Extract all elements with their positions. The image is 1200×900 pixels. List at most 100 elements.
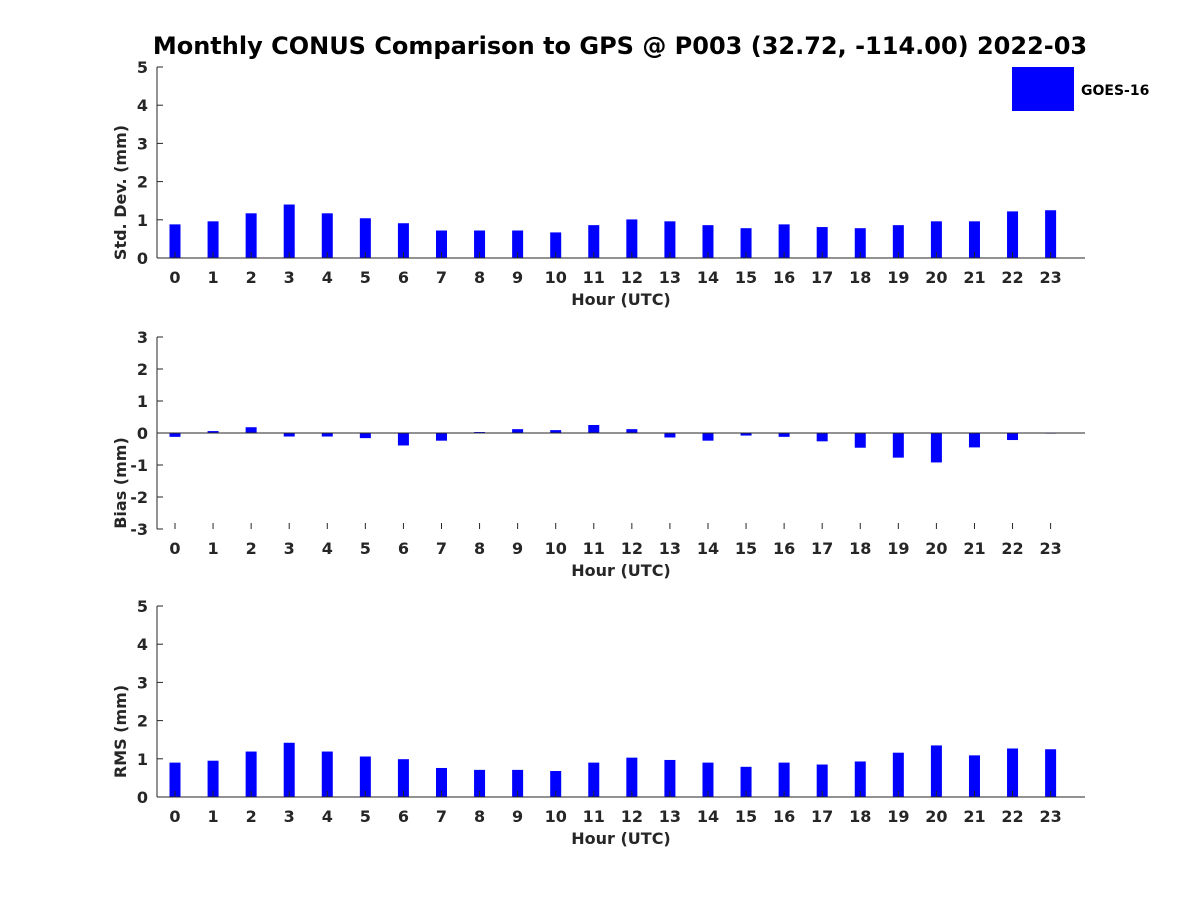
bar-stddev-hour-15 xyxy=(740,228,752,258)
y-tick-label-bias: 1 xyxy=(137,392,148,411)
bar-bias-hour-12 xyxy=(626,429,638,433)
chart-title: Monthly CONUS Comparison to GPS @ P003 (… xyxy=(153,32,1087,60)
bar-stddev-hour-19 xyxy=(892,225,904,258)
y-tick-label-stddev: 2 xyxy=(137,173,148,192)
y-tick-label-stddev: 5 xyxy=(137,58,148,77)
x-tick-label-bias: 4 xyxy=(322,539,333,558)
y-tick-label-rms: 5 xyxy=(137,597,148,616)
bar-stddev-hour-20 xyxy=(930,221,942,258)
x-tick-label-bias: 15 xyxy=(735,539,757,558)
x-tick-label-rms: 17 xyxy=(811,807,833,826)
bar-rms-hour-3 xyxy=(283,742,295,797)
x-tick-label-rms: 10 xyxy=(545,807,567,826)
bar-stddev-hour-8 xyxy=(474,230,486,258)
x-tick-label-bias: 17 xyxy=(811,539,833,558)
bar-rms-hour-12 xyxy=(626,757,638,797)
x-tick-label-stddev: 3 xyxy=(284,268,295,287)
y-tick-label-rms: 2 xyxy=(137,712,148,731)
x-tick-label-stddev: 19 xyxy=(887,268,909,287)
x-axis-label-stddev: Hour (UTC) xyxy=(571,290,671,309)
bar-bias-hour-9 xyxy=(512,429,524,433)
bar-stddev-hour-17 xyxy=(816,227,828,258)
x-tick-label-rms: 14 xyxy=(697,807,719,826)
bar-stddev-hour-0 xyxy=(169,224,181,258)
bar-bias-hour-5 xyxy=(359,433,371,439)
y-tick-label-stddev: 3 xyxy=(137,134,148,153)
y-tick-label-bias: 0 xyxy=(137,424,148,443)
bar-rms-hour-1 xyxy=(207,760,219,797)
x-tick-label-bias: 5 xyxy=(360,539,371,558)
x-tick-label-rms: 6 xyxy=(398,807,409,826)
bar-rms-hour-22 xyxy=(1007,748,1019,797)
x-tick-label-stddev: 6 xyxy=(398,268,409,287)
x-tick-label-rms: 11 xyxy=(583,807,605,826)
bar-rms-hour-14 xyxy=(702,762,714,797)
bar-bias-hour-0 xyxy=(169,433,181,437)
x-tick-label-bias: 9 xyxy=(512,539,523,558)
x-tick-label-rms: 9 xyxy=(512,807,523,826)
x-tick-label-stddev: 4 xyxy=(322,268,333,287)
bar-stddev-hour-14 xyxy=(702,225,714,258)
bar-bias-hour-11 xyxy=(588,425,600,433)
bar-stddev-hour-3 xyxy=(283,204,295,258)
bar-bias-hour-22 xyxy=(1007,433,1019,441)
bar-stddev-hour-6 xyxy=(397,223,409,258)
bar-rms-hour-10 xyxy=(550,771,562,797)
x-tick-label-bias: 19 xyxy=(887,539,909,558)
x-tick-label-rms: 18 xyxy=(849,807,871,826)
x-tick-label-bias: 14 xyxy=(697,539,719,558)
x-tick-label-bias: 16 xyxy=(773,539,795,558)
x-tick-label-rms: 16 xyxy=(773,807,795,826)
bar-rms-hour-19 xyxy=(892,752,904,797)
bar-stddev-hour-12 xyxy=(626,219,638,258)
y-axis-label-rms: RMS (mm) xyxy=(111,685,130,778)
y-tick-label-rms: 3 xyxy=(137,673,148,692)
bar-rms-hour-18 xyxy=(854,761,866,797)
x-axis-label-rms: Hour (UTC) xyxy=(571,829,671,848)
x-tick-label-stddev: 1 xyxy=(207,268,218,287)
x-tick-label-rms: 21 xyxy=(963,807,985,826)
bar-stddev-hour-7 xyxy=(435,230,447,258)
x-tick-label-stddev: 12 xyxy=(621,268,643,287)
bar-stddev-hour-18 xyxy=(854,228,866,258)
x-tick-label-rms: 4 xyxy=(322,807,333,826)
legend: GOES-16 xyxy=(1012,67,1149,111)
bar-rms-hour-5 xyxy=(359,756,371,797)
bar-stddev-hour-1 xyxy=(207,221,219,258)
bar-rms-hour-16 xyxy=(778,762,790,797)
x-tick-label-stddev: 2 xyxy=(246,268,257,287)
legend-label: GOES-16 xyxy=(1081,83,1149,99)
bar-rms-hour-11 xyxy=(588,762,600,797)
bar-bias-hour-16 xyxy=(778,433,790,437)
x-tick-label-rms: 0 xyxy=(169,807,180,826)
bar-stddev-hour-11 xyxy=(588,225,600,258)
x-tick-label-bias: 0 xyxy=(169,539,180,558)
bar-rms-hour-8 xyxy=(474,769,486,797)
x-axis-label-bias: Hour (UTC) xyxy=(571,561,671,580)
x-tick-label-rms: 15 xyxy=(735,807,757,826)
x-tick-label-stddev: 20 xyxy=(925,268,947,287)
x-tick-label-bias: 1 xyxy=(207,539,218,558)
x-tick-label-rms: 8 xyxy=(474,807,485,826)
bar-rms-hour-9 xyxy=(512,769,524,797)
x-tick-label-bias: 23 xyxy=(1039,539,1061,558)
bar-bias-hour-4 xyxy=(321,433,333,437)
x-tick-label-bias: 20 xyxy=(925,539,947,558)
y-tick-label-rms: 4 xyxy=(137,635,148,654)
bar-stddev-hour-9 xyxy=(512,230,524,258)
bar-stddev-hour-21 xyxy=(968,221,980,258)
x-tick-label-stddev: 14 xyxy=(697,268,719,287)
bar-bias-hour-21 xyxy=(968,433,980,448)
bar-stddev-hour-13 xyxy=(664,221,676,258)
x-tick-label-rms: 7 xyxy=(436,807,447,826)
bar-bias-hour-1 xyxy=(207,431,219,433)
bar-bias-hour-6 xyxy=(397,433,409,446)
y-tick-label-bias: 2 xyxy=(137,360,148,379)
bar-rms-hour-13 xyxy=(664,759,676,797)
x-tick-label-rms: 5 xyxy=(360,807,371,826)
x-tick-label-bias: 10 xyxy=(545,539,567,558)
x-tick-label-bias: 12 xyxy=(621,539,643,558)
x-tick-label-stddev: 13 xyxy=(659,268,681,287)
